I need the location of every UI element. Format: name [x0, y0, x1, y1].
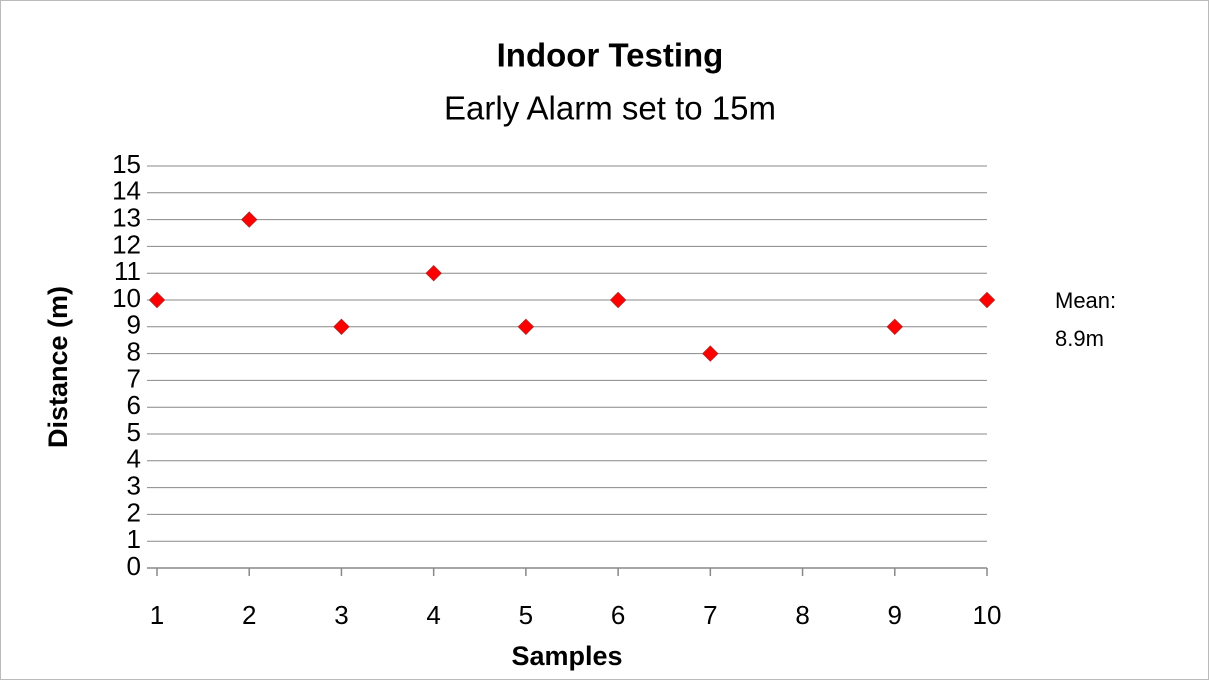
marker — [425, 264, 442, 282]
x-tick-label: 8 — [795, 600, 809, 630]
chart-subtitle: Early Alarm set to 15m — [444, 90, 776, 127]
marker — [517, 318, 535, 336]
chart-title: Indoor Testing — [497, 37, 724, 74]
marker — [148, 291, 166, 309]
x-axis-title: Samples — [511, 641, 622, 671]
y-tick-label: 14 — [112, 176, 141, 206]
y-tick-label: 15 — [112, 149, 141, 179]
marker — [978, 291, 996, 309]
x-tick-label: 9 — [888, 600, 902, 630]
marker — [702, 345, 719, 362]
x-tick-label: 10 — [973, 600, 1002, 630]
x-tick-label: 2 — [242, 600, 256, 630]
y-tick-label: 10 — [112, 283, 141, 313]
y-tick-label: 12 — [112, 229, 141, 259]
marker — [886, 318, 903, 336]
y-tick-label: 11 — [114, 256, 141, 286]
x-tick-label: 7 — [703, 600, 717, 630]
y-tick-label: 2 — [127, 497, 141, 527]
x-tick-label: 5 — [519, 600, 533, 630]
x-tick-label: 1 — [150, 600, 164, 630]
x-tick-label: 4 — [426, 600, 440, 630]
y-tick-label: 6 — [127, 390, 141, 420]
marker — [609, 291, 627, 309]
y-tick-label: 13 — [112, 202, 141, 232]
annotation: Mean: — [1055, 288, 1116, 313]
y-tick-label: 0 — [127, 551, 141, 581]
annotation: 8.9m — [1055, 326, 1104, 351]
y-tick-label: 7 — [127, 363, 141, 393]
y-tick-label: 9 — [127, 310, 141, 340]
y-axis-title: Distance (m) — [43, 286, 73, 448]
y-tick-label: 5 — [127, 417, 141, 447]
y-tick-label: 1 — [127, 524, 141, 554]
y-tick-label: 3 — [127, 470, 141, 500]
y-tick-label: 4 — [127, 444, 141, 474]
x-tick-label: 3 — [334, 600, 348, 630]
x-tick-label: 6 — [611, 600, 625, 630]
y-tick-label: 8 — [127, 336, 141, 366]
marker — [333, 318, 350, 336]
marker — [241, 211, 258, 228]
